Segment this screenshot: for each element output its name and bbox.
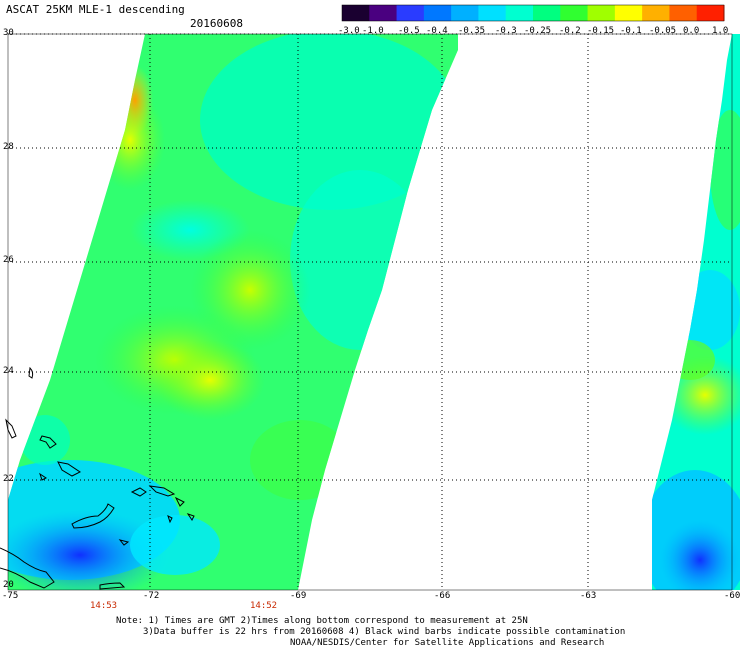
- swath-west: [8, 34, 458, 590]
- colorbar-label: -0.25: [524, 26, 552, 36]
- lon-label: -63: [580, 591, 597, 601]
- colorbar-label: 1.0: [712, 26, 729, 36]
- lat-label: 22: [3, 474, 14, 484]
- lat-label: 24: [3, 366, 14, 376]
- lon-label: -75: [2, 591, 19, 601]
- colorbar-label: -0.05: [649, 26, 677, 36]
- colorbar-segment: [642, 5, 670, 21]
- colorbar-segment: [342, 5, 370, 21]
- colorbar-segment: [478, 5, 507, 21]
- colorbar: [341, 4, 725, 22]
- colorbar-label: -3.0: [338, 26, 360, 36]
- colorbar-label: -0.1: [620, 26, 642, 36]
- note-line-2: 3)Data buffer is 22 hrs from 20160608 4)…: [143, 627, 626, 637]
- map-date: 20160608: [190, 17, 243, 30]
- lon-label: -69: [290, 591, 307, 601]
- colorbar-label: -0.35: [458, 26, 486, 36]
- colorbar-segment: [696, 5, 725, 21]
- colorbar-segment: [614, 5, 643, 21]
- colorbar-label: -1.0: [362, 26, 384, 36]
- time-label: 14:53: [90, 601, 118, 611]
- time-label: 14:52: [250, 601, 278, 611]
- colorbar-segment: [560, 5, 589, 21]
- lat-label: 28: [3, 142, 14, 152]
- colorbar-label: -0.5: [398, 26, 420, 36]
- colorbar-border: [341, 4, 725, 22]
- note-line-1: Note: 1) Times are GMT 2)Times along bot…: [116, 616, 528, 626]
- colorbar-label: -0.3: [495, 26, 517, 36]
- lat-label: 30: [3, 28, 14, 38]
- colorbar-label: -0.4: [426, 26, 448, 36]
- lon-label: -66: [434, 591, 451, 601]
- swath-east: [652, 34, 740, 590]
- coastlines: [0, 366, 195, 590]
- colorbar-label: -0.15: [587, 26, 615, 36]
- lat-label: 26: [3, 255, 14, 265]
- colorbar-label: -0.2: [559, 26, 581, 36]
- colorbar-segment: [451, 5, 479, 21]
- colorbar-segment: [396, 5, 425, 21]
- map-title: ASCAT 25KM MLE-1 descending: [6, 3, 185, 16]
- lat-label: 20: [3, 580, 14, 590]
- colorbar-segment: [533, 5, 561, 21]
- colorbar-segment: [505, 5, 534, 21]
- colorbar-segment: [423, 5, 452, 21]
- colorbar-label: 0.0: [683, 26, 700, 36]
- map-frame: [7, 33, 733, 591]
- lon-label: -60: [724, 591, 740, 601]
- colorbar-segment: [669, 5, 698, 21]
- lon-label: -72: [143, 591, 160, 601]
- note-line-3: NOAA/NESDIS/Center for Satellite Applica…: [290, 638, 605, 648]
- colorbar-segment: [369, 5, 398, 21]
- colorbar-segment: [587, 5, 616, 21]
